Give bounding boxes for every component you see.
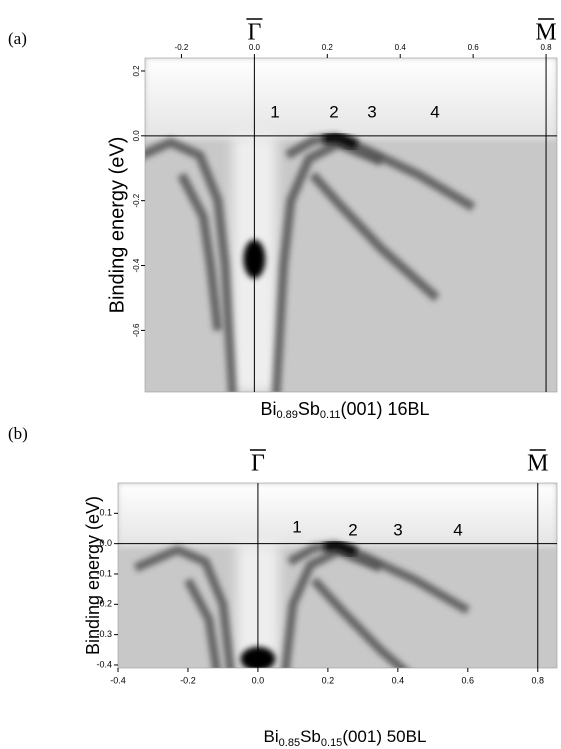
band-label: 1 [292, 517, 301, 536]
x-tick-label: -0.2 [175, 43, 189, 52]
x-axis-label: Bi0.89Sb0.11(001) 16BL [260, 399, 429, 421]
y-tick-label: -0.1 [96, 568, 112, 578]
intensity-band [184, 577, 221, 668]
y-tick-label: 0.2 [132, 65, 141, 77]
symmetry-point: M [527, 451, 548, 477]
intensity-map [118, 483, 557, 668]
band-label: 2 [329, 102, 338, 121]
x-label-subscript: 0.85 [279, 737, 300, 749]
y-tick-label: -0.3 [96, 629, 112, 639]
x-label-subscript: 0.11 [320, 409, 341, 421]
x-tick-label: 0.6 [462, 675, 475, 685]
y-tick-label: -0.2 [132, 193, 141, 207]
background-above [145, 58, 557, 140]
intensity-band [177, 172, 223, 331]
intensity-band [145, 137, 237, 392]
x-tick-label: 0.4 [395, 43, 407, 52]
y-tick-label: -0.2 [96, 599, 112, 609]
x-label-subscript: 0.89 [276, 409, 297, 421]
frame [117, 482, 558, 669]
x-label-part: Sb [300, 727, 321, 746]
y-tick-label: 0.0 [132, 130, 141, 142]
panel-label: (b) [8, 424, 28, 443]
x-tick-label: 0.8 [540, 43, 552, 52]
x-label-part: (001) 16BL [341, 399, 430, 419]
panel-label: (a) [8, 29, 27, 48]
x-label-part: Bi [264, 727, 279, 746]
x-tick-label: -0.2 [180, 675, 196, 685]
x-label-part: Bi [260, 399, 276, 419]
y-tick-label: 0.0 [99, 538, 112, 548]
x-label-part: Sb [298, 399, 320, 419]
intensity-band [310, 577, 409, 668]
intensity-band [309, 171, 440, 302]
band-label: 4 [453, 520, 462, 539]
y-axis-label: Binding energy (eV) [106, 137, 128, 314]
intensity-map [145, 58, 557, 392]
intensity-band [323, 131, 359, 151]
x-label-subscript: 0.15 [321, 737, 342, 749]
x-tick-label: 0.2 [322, 43, 334, 52]
intensity-band [271, 138, 384, 392]
x-tick-label: 0.4 [392, 675, 405, 685]
x-label-part: (001) 50BL [342, 727, 426, 746]
symmetry-point: Γ [251, 451, 265, 477]
y-tick-label: 0.1 [99, 508, 112, 518]
x-tick-label: 0.8 [532, 675, 545, 685]
intensity-band [281, 546, 382, 668]
y-axis-label: Binding energy (eV) [83, 496, 103, 655]
x-tick-label: 0.6 [468, 43, 480, 52]
symmetry-point: M [535, 20, 556, 46]
x-axis-label: Bi0.85Sb0.15(001) 50BL [264, 727, 427, 748]
band-label: 4 [430, 102, 439, 121]
x-tick-label: 0.2 [322, 675, 335, 685]
band-label: 3 [393, 520, 402, 539]
band-label: 1 [270, 102, 279, 121]
background-above [118, 483, 557, 547]
frame [144, 57, 558, 393]
y-tick-label: -0.4 [96, 659, 112, 669]
band-label: 2 [348, 520, 357, 539]
y-tick-label: -0.6 [132, 323, 141, 337]
x-tick-label: 0.0 [252, 675, 265, 685]
y-tick-label: -0.4 [132, 258, 141, 272]
x-tick-label: 0.0 [249, 43, 261, 52]
x-tick-label: -0.4 [110, 675, 126, 685]
intensity-band [323, 539, 358, 558]
intensity-band [133, 544, 235, 668]
band-label: 3 [367, 102, 376, 121]
symmetry-point: Γ [247, 20, 261, 46]
